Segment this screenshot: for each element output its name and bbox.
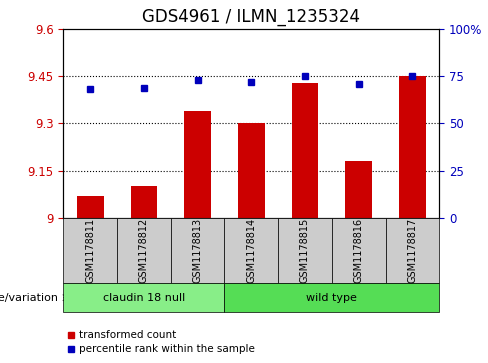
Bar — [184, 111, 211, 218]
Text: wild type: wild type — [306, 293, 357, 303]
Text: GSM1178815: GSM1178815 — [300, 218, 310, 283]
Bar — [346, 161, 372, 218]
Text: GSM1178814: GSM1178814 — [246, 218, 256, 283]
Text: claudin 18 null: claudin 18 null — [103, 293, 185, 303]
Text: genotype/variation: genotype/variation — [0, 293, 59, 303]
Text: GSM1178816: GSM1178816 — [354, 218, 364, 283]
Text: GSM1178817: GSM1178817 — [407, 218, 417, 283]
Bar — [399, 76, 426, 218]
Text: GSM1178812: GSM1178812 — [139, 218, 149, 283]
Text: GSM1178813: GSM1178813 — [193, 218, 203, 283]
Text: percentile rank within the sample: percentile rank within the sample — [79, 344, 255, 354]
Text: transformed count: transformed count — [79, 330, 176, 340]
Bar — [131, 186, 157, 218]
Title: GDS4961 / ILMN_1235324: GDS4961 / ILMN_1235324 — [142, 8, 360, 26]
Text: GSM1178811: GSM1178811 — [85, 218, 95, 283]
Bar — [77, 196, 103, 218]
Bar — [238, 123, 264, 218]
Bar — [292, 82, 318, 218]
